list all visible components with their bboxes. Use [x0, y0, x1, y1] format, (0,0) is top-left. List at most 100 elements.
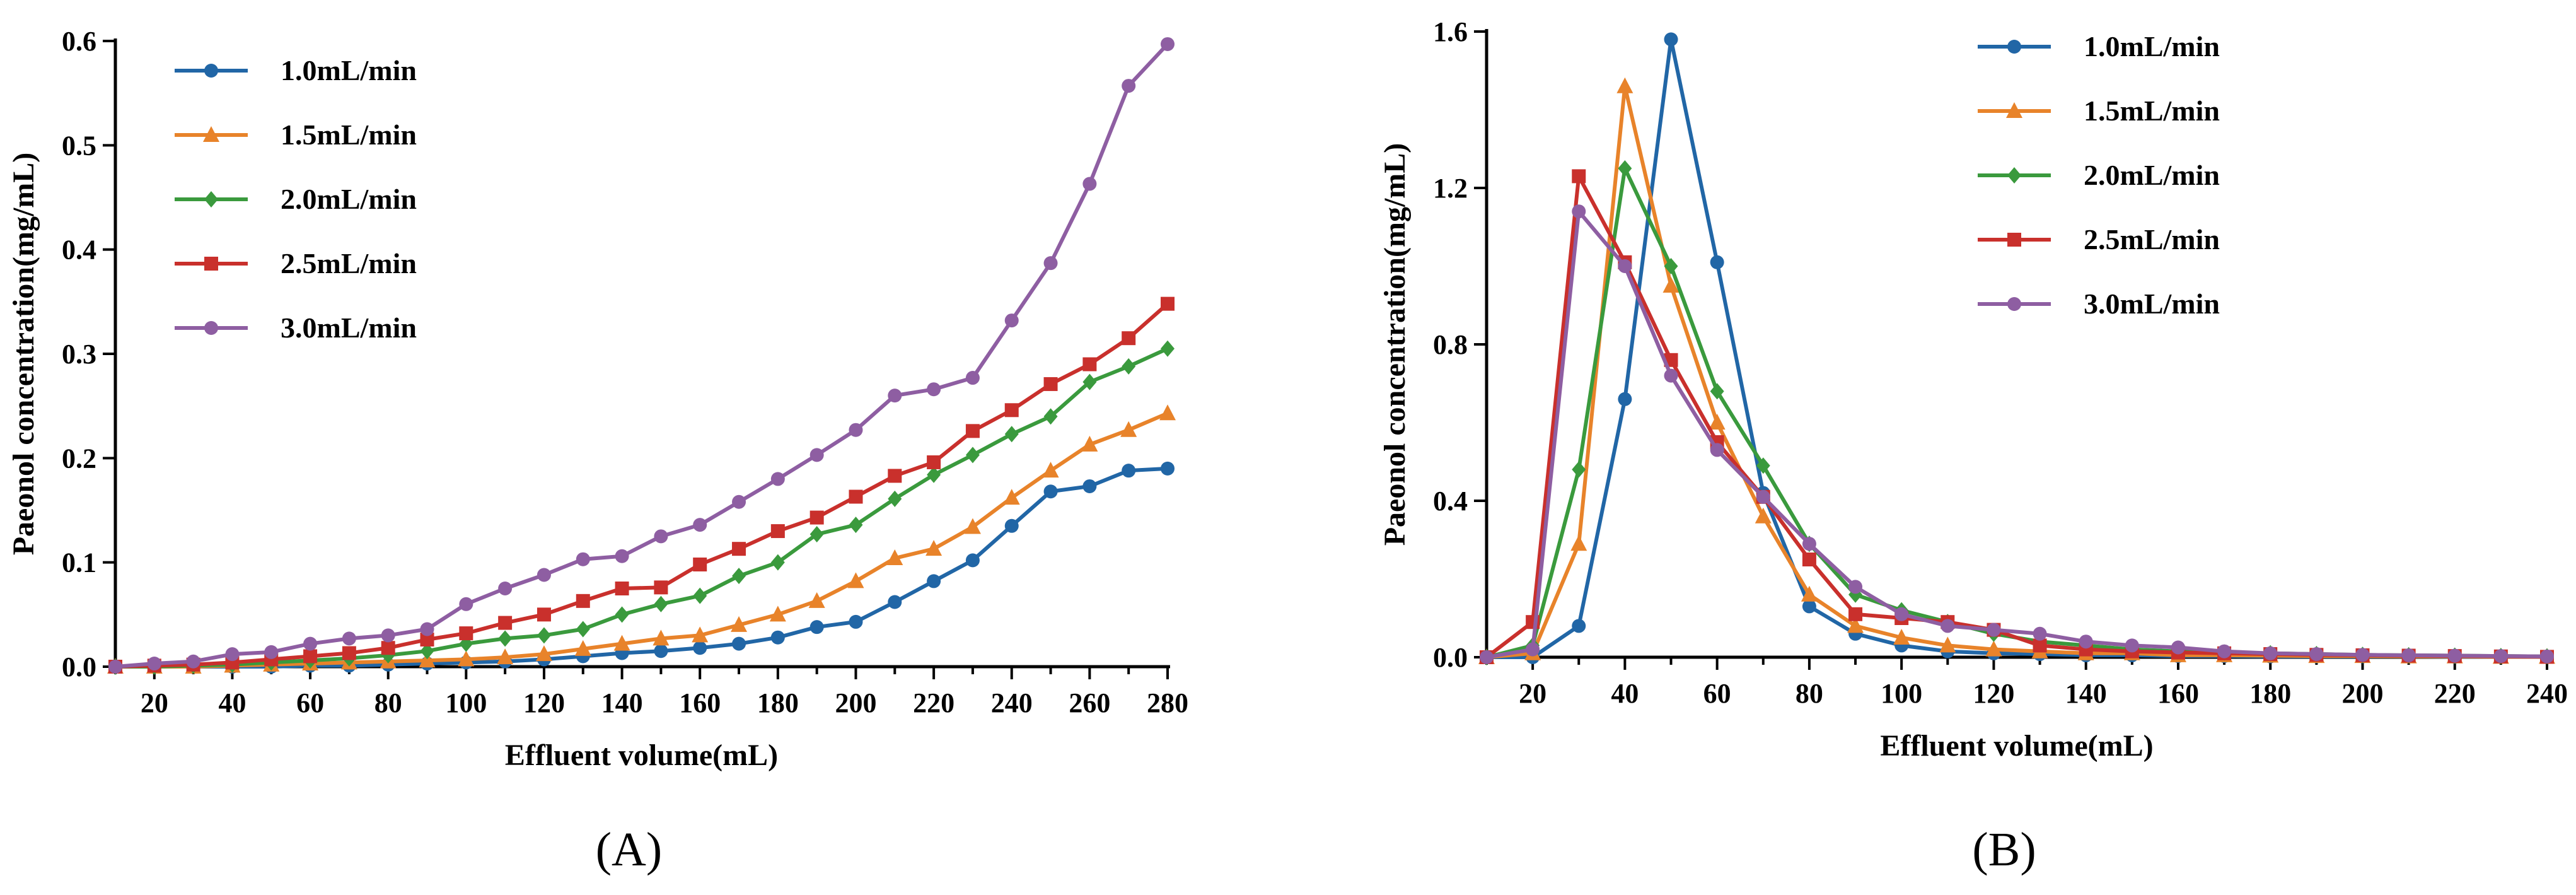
panel-label: (B): [1972, 823, 2036, 876]
series-line: [115, 302, 1169, 669]
data-point: [2263, 646, 2278, 660]
y-tick-label: 0.2: [62, 443, 96, 474]
data-point: [613, 635, 630, 651]
data-point: [225, 647, 240, 662]
data-point: [693, 641, 707, 655]
data-point: [731, 616, 748, 632]
data-point: [1618, 392, 1632, 406]
data-point: [1664, 368, 1678, 383]
data-point: [888, 595, 902, 609]
data-point: [770, 630, 785, 645]
data-point: [535, 645, 552, 662]
legend-label: 2.0mL/min: [2084, 159, 2220, 191]
data-point: [574, 640, 591, 656]
data-point: [264, 645, 279, 659]
data-point: [1043, 256, 1058, 271]
data-point: [1893, 629, 1910, 645]
y-tick-label: 0.6: [62, 26, 96, 57]
data-point: [849, 423, 863, 437]
data-point: [1004, 518, 1019, 533]
data-point: [147, 657, 161, 671]
data-point: [303, 636, 318, 651]
legend-label: 1.0mL/min: [2084, 30, 2220, 62]
x-tick-label: 80: [1796, 678, 1823, 709]
series-3.0mL/min: [1480, 204, 2554, 664]
legend-marker: [204, 191, 218, 208]
y-tick-label: 0.0: [1433, 642, 1468, 673]
data-point: [1122, 358, 1136, 375]
data-point: [1081, 435, 1098, 452]
data-point: [459, 626, 473, 641]
data-point: [693, 518, 707, 532]
panel-a: 20 40 60 80 100 120 140 160 180 200 220 240 260 280 0.…: [7, 26, 1188, 876]
legend: 1.0mL/min 1.5mL/min 2.0mL/min 2.5mL/min 3.0m…: [1978, 30, 2220, 320]
data-point: [847, 572, 864, 588]
y-tick-label: 1.2: [1433, 173, 1468, 204]
data-point: [1159, 404, 1176, 421]
data-point: [2540, 649, 2554, 664]
data-point: [1161, 461, 1175, 476]
data-point: [419, 652, 436, 668]
y-tick-label: 0.3: [62, 339, 96, 370]
data-point: [927, 455, 941, 469]
data-point: [1161, 296, 1175, 311]
data-point: [537, 607, 551, 622]
y-tick-label: 0.0: [62, 652, 96, 682]
legend-label: 3.0mL/min: [2084, 288, 2220, 320]
x-axis-title: Effluent volume(mL): [1880, 729, 2153, 763]
x-tick-label: 120: [523, 687, 565, 718]
data-point: [381, 628, 395, 643]
data-point: [2401, 648, 2416, 662]
x-axis-title: Effluent volume(mL): [505, 739, 778, 772]
data-point: [732, 568, 746, 585]
data-point: [2217, 644, 2232, 658]
data-point: [654, 529, 668, 544]
data-point: [654, 595, 668, 612]
data-point: [2033, 638, 2047, 653]
data-point: [1570, 535, 1587, 551]
data-point: [965, 371, 980, 385]
data-point: [849, 489, 863, 504]
legend-label: 2.5mL/min: [281, 247, 417, 279]
data-point: [1122, 331, 1136, 346]
data-point: [342, 646, 356, 660]
data-point: [1082, 177, 1097, 191]
data-point: [693, 587, 707, 604]
series-1.5mL/min: [1478, 77, 2555, 664]
data-point: [964, 518, 981, 534]
data-point: [576, 594, 590, 608]
data-point: [2355, 648, 2370, 662]
series-line: [115, 466, 1168, 669]
y-axis-title: Paeonol concentration(mg/mL): [7, 153, 40, 556]
data-point: [1082, 373, 1097, 390]
data-point: [1122, 79, 1136, 93]
x-tick-label: 200: [835, 687, 876, 718]
data-point: [809, 510, 824, 525]
data-point: [654, 644, 668, 658]
y-tick-label: 0.8: [1433, 329, 1468, 360]
data-point: [927, 574, 941, 588]
legend-label: 1.5mL/min: [281, 119, 417, 151]
x-tick-label: 140: [601, 687, 643, 718]
panel-b: 20 40 60 80 100 120 140 160 180 200 220 240 0.0 0.4 0.…: [1378, 16, 2568, 876]
data-point: [1709, 414, 1726, 430]
x-tick-label: 60: [296, 687, 324, 718]
x-tick-label: 20: [141, 687, 168, 718]
data-point: [420, 622, 434, 636]
data-point: [1801, 585, 1818, 602]
data-point: [1802, 553, 1816, 566]
legend-marker: [2007, 233, 2021, 247]
data-point: [1618, 259, 1632, 273]
data-point: [888, 389, 902, 403]
data-point: [1161, 340, 1175, 357]
data-point: [1755, 507, 1772, 524]
data-point: [1802, 599, 1816, 614]
data-point: [927, 382, 941, 397]
data-point: [1120, 421, 1137, 437]
x-tick-label: 40: [1611, 678, 1639, 709]
data-point: [654, 580, 668, 595]
data-point: [1572, 619, 1586, 633]
data-point: [965, 553, 980, 568]
data-point: [498, 616, 513, 630]
legend-marker: [2007, 167, 2021, 184]
